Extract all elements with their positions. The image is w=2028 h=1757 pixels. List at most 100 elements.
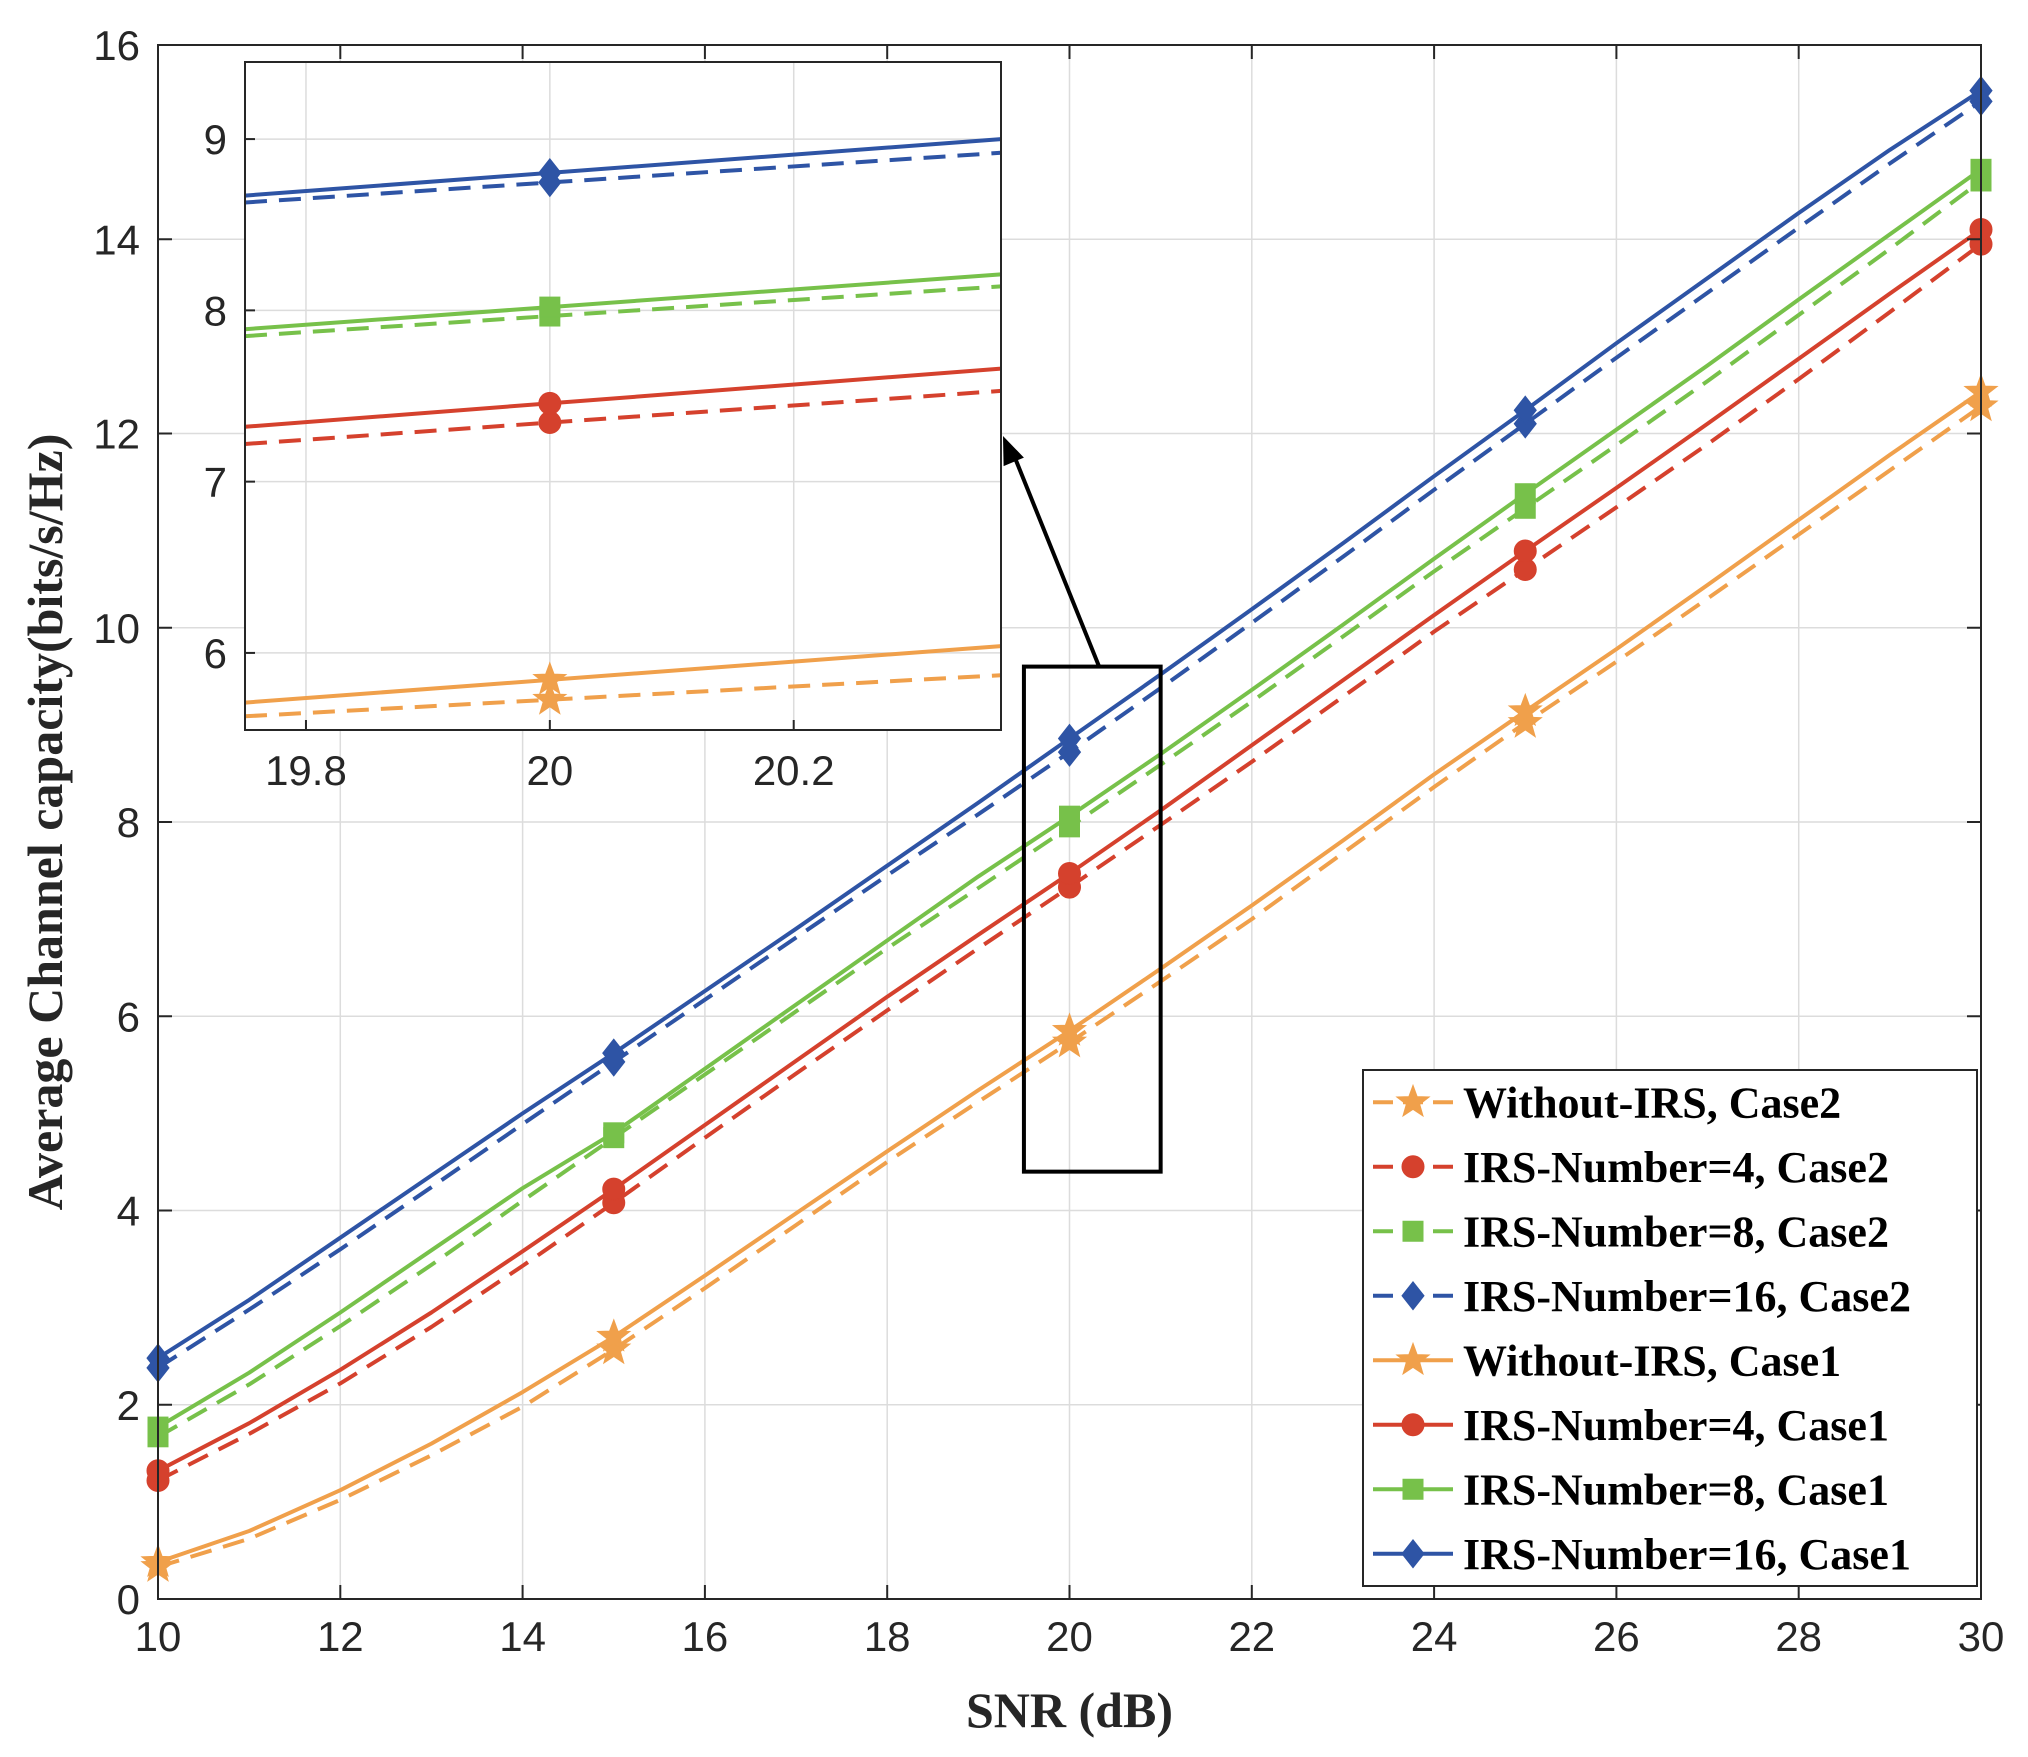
legend: Without-IRS, Case2 IRS-Number=4, Case2 IRS… [1362,1069,1978,1587]
inset-data-point-marker [532,681,568,715]
inset-series-line [244,150,1002,205]
series-irs-number-4-case2 [146,232,1993,1493]
data-point-marker [596,1318,632,1352]
legend-marker [1401,1538,1425,1569]
y-tick-label: 8 [117,799,140,846]
data-point-marker [1507,692,1543,727]
legend-marker [1401,1413,1425,1437]
inset-data-point-marker [538,391,562,415]
inset-series-line [244,137,1002,198]
legend-entry-irs-number-8-case2: IRS-Number=8, Case2 [1373,1207,1889,1256]
inset-series-layer [244,137,1002,719]
y-tick-label: 12 [93,411,140,458]
x-tick-label: 26 [1593,1613,1640,1660]
legend-marker [1402,1478,1424,1500]
data-point-marker [1513,539,1537,563]
y-tick-label: 14 [93,216,140,263]
legend-label: IRS-Number=8, Case1 [1463,1465,1889,1514]
legend-entry-irs-number-8-case1: IRS-Number=8, Case1 [1373,1465,1889,1514]
x-tick-label: 18 [864,1613,911,1660]
y-tick-label: 4 [117,1188,140,1235]
data-point-marker [1057,723,1082,754]
legend-marker [1401,1280,1425,1311]
legend-entry-without-irs-case1: Without-IRS, Case1 [1373,1336,1841,1385]
inset-series-without-irs-case1 [244,644,1002,705]
inset-x-tick-label: 19.8 [265,747,347,794]
inset-zoom-plot: 19.8 20 20.2 6 7 8 9 [204,61,1002,794]
data-point-marker [1059,805,1080,827]
data-point-marker [602,1177,626,1201]
x-tick-label: 16 [682,1613,729,1660]
series-irs-number-16-case1 [146,75,1993,1373]
inset-data-point-marker [538,157,562,188]
x-tick-label: 30 [1958,1613,2005,1660]
inset-data-point-marker [539,296,561,318]
x-tick-label: 28 [1775,1613,1822,1660]
legend-marker [1402,1220,1424,1242]
legend-entry-irs-number-4-case2: IRS-Number=4, Case2 [1373,1143,1889,1192]
legend-entry-without-irs-case2: Without-IRS, Case2 [1373,1078,1841,1127]
inset-x-tick-label: 20 [526,747,573,794]
x-axis-title: SNR (dB) [966,1682,1173,1738]
legend-marker [1395,1341,1431,1376]
inset-series-irs-number-8-case1 [244,272,1002,332]
inset-y-tick-label: 7 [204,459,227,506]
y-tick-label: 2 [117,1382,140,1429]
legend-entry-irs-number-16-case1: IRS-Number=16, Case1 [1373,1530,1911,1579]
inset-series-without-irs-case2 [244,673,1002,719]
inset-y-tick-label: 6 [204,630,227,677]
x-tick-label: 12 [317,1613,364,1660]
inset-y-tick-label: 8 [204,287,227,334]
inset-series-irs-number-16-case1 [244,137,1002,198]
legend-label: IRS-Number=4, Case2 [1463,1143,1889,1192]
data-point-marker [1051,1012,1088,1046]
legend-marker [1395,1083,1431,1118]
y-tick-label: 16 [93,22,140,69]
x-tick-label: 22 [1228,1613,1275,1660]
inset-y-tick-label: 9 [204,116,227,163]
inset-series-irs-number-4-case1 [244,366,1002,429]
inset-series-line [244,644,1002,705]
legend-label: Without-IRS, Case1 [1463,1336,1841,1385]
data-point-marker [602,1038,626,1068]
data-point-marker [1514,483,1536,505]
inset-x-tick-label: 20.2 [753,747,835,794]
legend-entry-irs-number-16-case2: IRS-Number=16, Case2 [1373,1272,1911,1321]
legend-marker [1401,1155,1425,1179]
data-point-marker [603,1122,625,1144]
legend-label: Without-IRS, Case2 [1463,1078,1841,1127]
inset-series-line [244,366,1002,429]
inset-series-line [244,284,1002,339]
inset-series-line [244,388,1002,446]
data-point-marker [1058,861,1081,885]
inset-series-line [244,272,1002,332]
x-tick-label: 14 [499,1613,546,1660]
x-tick-label: 10 [135,1613,182,1660]
inset-plot-frame [244,61,1002,731]
data-point-marker [1513,395,1537,425]
inset-series-line [244,673,1002,719]
zoom-region-box [1021,664,1163,1174]
zoom-arrow [1003,436,1101,668]
main-series-layer [140,75,1999,1582]
legend-label: IRS-Number=16, Case1 [1463,1530,1911,1579]
inset-data-point-marker [532,661,568,695]
legend-label: IRS-Number=8, Case2 [1463,1207,1889,1256]
y-axis-title: Average Channel capacity(bits/s/Hz) [17,434,73,1211]
legend-entry-irs-number-4-case1: IRS-Number=4, Case1 [1373,1401,1889,1450]
arrow-head [1003,436,1024,467]
legend-label: IRS-Number=16, Case2 [1463,1272,1911,1321]
legend-box [1362,1069,1978,1587]
x-tick-label: 20 [1046,1613,1093,1660]
y-tick-label: 0 [117,1576,140,1623]
inset-data-point-marker [538,411,562,435]
inset-tick-labels: 19.8 20 20.2 6 7 8 9 [204,116,835,794]
y-tick-label: 10 [93,605,140,652]
legend-label: IRS-Number=4, Case1 [1463,1401,1889,1450]
x-tick-label: 24 [1411,1613,1458,1660]
arrow-shaft [1009,447,1101,668]
y-tick-label: 6 [117,993,140,1040]
series-irs-number-4-case1 [146,218,1993,1483]
